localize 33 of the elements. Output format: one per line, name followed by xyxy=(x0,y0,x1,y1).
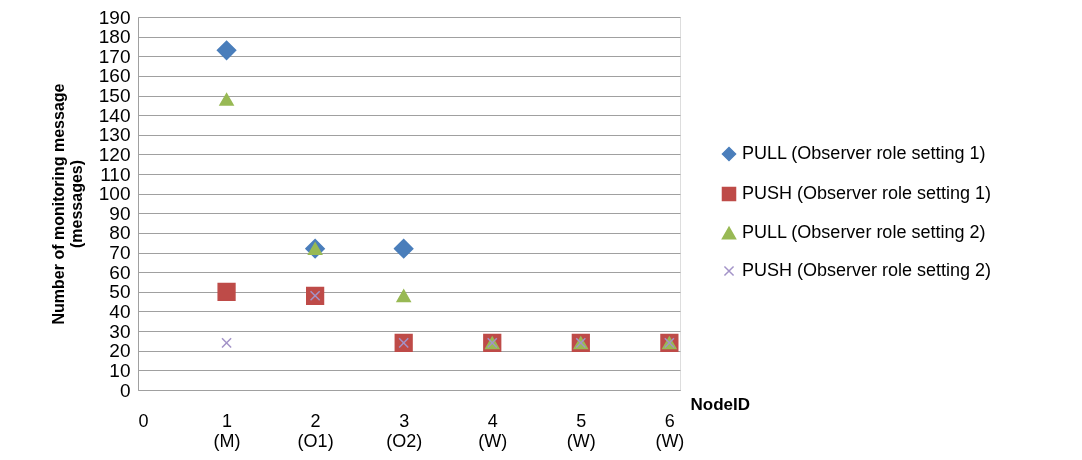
x-axis-title: NodeID xyxy=(690,394,750,414)
y-tick-label: 100 xyxy=(98,183,131,205)
y-tick-label: 80 xyxy=(109,222,131,244)
y-tick-label: 90 xyxy=(109,202,131,224)
y-tick-label: 50 xyxy=(109,281,131,303)
x-tick-label: 6 (W) xyxy=(655,410,685,451)
y-tick-label: 40 xyxy=(109,300,131,322)
x-tick-label: 0 xyxy=(138,410,149,431)
y-tick-label: 70 xyxy=(109,242,131,264)
legend-label: PULL (Observer role setting 1) xyxy=(742,143,986,163)
x-tick-label: 1 (M) xyxy=(213,410,241,451)
y-tick-label: 120 xyxy=(98,143,131,165)
legend-label: PUSH (Observer role setting 1) xyxy=(742,183,992,203)
y-tick-label: 110 xyxy=(100,163,131,185)
y-tick-label: 170 xyxy=(98,45,131,67)
y-tick-label: 20 xyxy=(109,340,131,362)
x-tick-label: 5 (W) xyxy=(566,410,596,451)
y-tick-label: 150 xyxy=(98,85,131,107)
y-tick-label: 130 xyxy=(98,124,131,146)
y-tick-label: 160 xyxy=(98,65,131,87)
legend-label: PULL (Observer role setting 2) xyxy=(742,222,986,242)
y-tick-label: 30 xyxy=(109,320,131,342)
legend-label: PUSH (Observer role setting 2) xyxy=(742,260,992,280)
x-tick-label: 2 (O1) xyxy=(297,410,334,451)
y-tick-label: 190 xyxy=(98,6,131,28)
y-tick-label: 140 xyxy=(98,104,131,126)
y-tick-label: 10 xyxy=(109,359,131,381)
y-tick-label: 0 xyxy=(119,379,131,401)
y-tick-label: 60 xyxy=(109,261,131,283)
y-axis-title: Number of monitoring message (messages) xyxy=(49,83,85,325)
y-tick-label: 180 xyxy=(98,26,131,48)
x-tick-label: 3 (O2) xyxy=(386,410,423,451)
x-tick-label: 4 (W) xyxy=(478,410,508,451)
